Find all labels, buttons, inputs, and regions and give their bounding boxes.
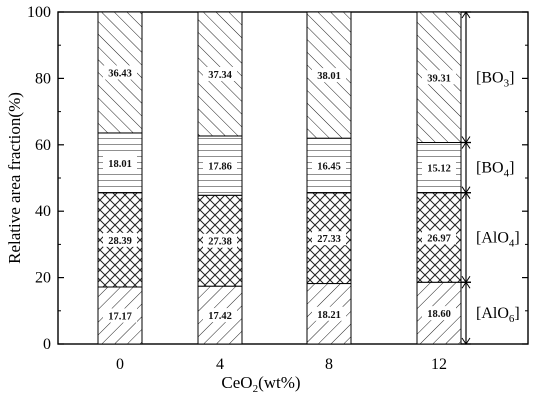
x-tick-label: 4 bbox=[216, 356, 224, 373]
bar-value-label: 18.01 bbox=[108, 159, 132, 170]
bar-value-label-bg bbox=[203, 233, 237, 248]
y-tick-label: 20 bbox=[35, 270, 51, 287]
bar-value-label-bg bbox=[103, 65, 137, 80]
bar-value-label: 18.21 bbox=[317, 310, 341, 321]
bar-value-label-bg bbox=[312, 231, 346, 246]
x-tick-label: 8 bbox=[325, 356, 333, 373]
bar-value-label-bg bbox=[203, 66, 237, 81]
bar-value-label-bg bbox=[103, 308, 137, 323]
bar-value-label: 37.34 bbox=[208, 70, 232, 81]
y-tick-label: 100 bbox=[27, 4, 51, 21]
bar-value-label: 17.42 bbox=[208, 311, 232, 322]
bar-value-label: 16.45 bbox=[317, 162, 341, 173]
y-tick-label: 40 bbox=[35, 203, 51, 220]
legend-arrow-head bbox=[461, 186, 471, 194]
bar-value-label: 28.39 bbox=[108, 236, 132, 247]
bar-value-label-bg bbox=[203, 158, 237, 173]
x-tick-label: 0 bbox=[116, 356, 124, 373]
bar-value-label-bg bbox=[103, 155, 137, 170]
legend-label: [AlO4] bbox=[476, 229, 520, 249]
legend-label: [BO3] bbox=[476, 69, 514, 89]
x-axis-label-sub: 2 bbox=[253, 383, 259, 395]
bar-value-label-bg bbox=[103, 232, 137, 247]
x-tick-label: 12 bbox=[431, 356, 447, 373]
bar-value-label-bg bbox=[422, 306, 456, 321]
bar-value-label: 26.97 bbox=[427, 233, 451, 244]
bar-value-label-bg bbox=[422, 230, 456, 245]
legend-arrow-head bbox=[461, 136, 471, 144]
bar-value-label-bg bbox=[422, 70, 456, 85]
bar-value-label: 27.33 bbox=[317, 234, 341, 245]
bar-value-label-bg bbox=[422, 160, 456, 175]
bar-value-label-bg bbox=[312, 158, 346, 173]
y-axis-label: Relative area fraction(%) bbox=[5, 92, 24, 264]
legend-label: [AlO6] bbox=[476, 305, 520, 325]
y-tick-label: 0 bbox=[43, 336, 51, 353]
bar-value-label: 18.60 bbox=[427, 309, 451, 320]
y-tick-label: 80 bbox=[35, 70, 51, 87]
x-axis-label: CeO2(wt%) bbox=[221, 373, 300, 395]
x-axis-label-main: CeO bbox=[221, 373, 252, 392]
bar-value-label-bg bbox=[312, 306, 346, 321]
bar-value-label-bg bbox=[312, 68, 346, 83]
bar-value-label: 17.86 bbox=[208, 162, 232, 173]
legend-arrow-head bbox=[461, 11, 471, 19]
bar-value-label-bg bbox=[203, 308, 237, 323]
legend-label: [BO4] bbox=[476, 160, 514, 180]
bar-value-label: 15.12 bbox=[427, 164, 451, 175]
y-tick-label: 60 bbox=[35, 137, 51, 154]
bar-value-label: 27.38 bbox=[208, 237, 232, 248]
legend-arrow-head bbox=[461, 275, 471, 284]
legend-arrow-head bbox=[461, 337, 471, 345]
bar-value-label: 38.01 bbox=[317, 71, 341, 82]
bar-value-label: 17.17 bbox=[108, 311, 132, 322]
bar-value-label: 39.31 bbox=[427, 73, 451, 84]
x-axis-label-tail: (wt%) bbox=[258, 373, 300, 392]
bar-value-label: 36.43 bbox=[108, 68, 132, 79]
